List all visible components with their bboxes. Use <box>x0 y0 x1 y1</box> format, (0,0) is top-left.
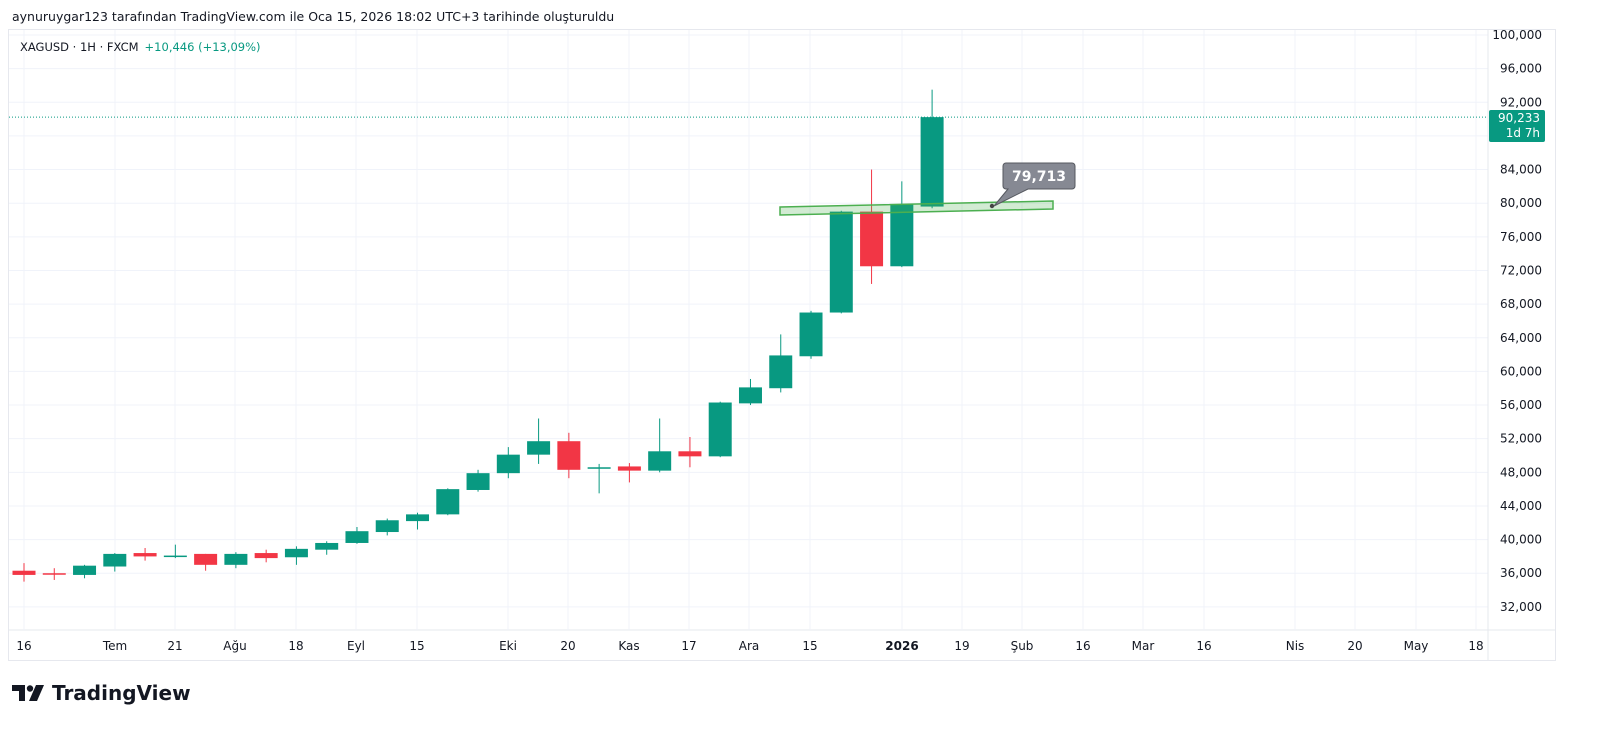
candle-down <box>557 441 581 470</box>
tradingview-logo[interactable]: TradingView <box>12 681 191 705</box>
candle-down <box>860 211 884 267</box>
tradingview-logo-icon <box>12 685 44 701</box>
x-tick-label: 21 <box>167 639 182 653</box>
candle-up <box>496 454 520 474</box>
candle-down <box>42 573 66 575</box>
x-tick-label: Kas <box>618 639 639 653</box>
bar-countdown: 1d 7h <box>1506 126 1540 140</box>
candle-up <box>920 117 944 207</box>
y-tick-label: 64,000 <box>1500 331 1542 345</box>
x-tick-label: Ara <box>739 639 760 653</box>
y-tick-label: 44,000 <box>1500 499 1542 513</box>
x-tick-label: Tem <box>102 639 127 653</box>
candle-up <box>527 441 551 455</box>
x-tick-label: 17 <box>681 639 696 653</box>
x-tick-label: Eki <box>499 639 517 653</box>
x-tick-label: 2026 <box>885 639 918 653</box>
x-tick-label: 16 <box>1075 639 1090 653</box>
candle-up <box>73 565 97 575</box>
last-price-box <box>1489 110 1545 142</box>
x-tick-label: May <box>1404 639 1429 653</box>
y-tick-label: 40,000 <box>1500 533 1542 547</box>
candle-up <box>648 451 672 471</box>
x-tick-label: 20 <box>1347 639 1362 653</box>
candle-up <box>587 467 611 469</box>
y-tick-label: 80,000 <box>1500 196 1542 210</box>
candle-up <box>315 542 339 550</box>
x-tick-label: 15 <box>409 639 424 653</box>
y-tick-label: 92,000 <box>1500 95 1542 109</box>
x-tick-label: Şub <box>1011 639 1034 653</box>
x-tick-label: Ağu <box>223 639 246 653</box>
last-price-value: 90,233 <box>1498 111 1540 125</box>
x-tick-label: 18 <box>288 639 303 653</box>
candle-up <box>829 211 853 313</box>
candle-up <box>769 355 793 389</box>
y-tick-label: 68,000 <box>1500 297 1542 311</box>
x-tick-label: 16 <box>1196 639 1211 653</box>
y-tick-label: 56,000 <box>1500 398 1542 412</box>
candle-down <box>678 451 702 457</box>
candle-up <box>466 473 490 490</box>
y-tick-label: 72,000 <box>1500 263 1542 277</box>
y-tick-label: 36,000 <box>1500 566 1542 580</box>
symbol-legend: XAGUSD · 1H · FXCM +10,446 (+13,09%) <box>20 40 261 54</box>
y-tick-label: 76,000 <box>1500 230 1542 244</box>
candle-up <box>163 555 187 558</box>
x-tick-label: Nis <box>1286 639 1305 653</box>
x-tick-label: Eyl <box>347 639 365 653</box>
candle-up <box>890 204 914 267</box>
candle-down <box>254 553 278 559</box>
y-tick-label: 96,000 <box>1500 62 1542 76</box>
y-tick-label: 60,000 <box>1500 364 1542 378</box>
brand-name: TradingView <box>52 681 191 705</box>
price-callout-label: 79,713 <box>1012 169 1066 185</box>
y-tick-label: 84,000 <box>1500 163 1542 177</box>
candle-up <box>345 531 369 543</box>
y-tick-label: 48,000 <box>1500 465 1542 479</box>
chart-caption: aynuruygar123 tarafından TradingView.com… <box>12 9 615 24</box>
candle-down <box>617 466 641 471</box>
candle-down <box>194 553 218 565</box>
x-tick-label: 20 <box>560 639 575 653</box>
candle-down <box>133 553 157 557</box>
candle-up <box>738 387 762 404</box>
candle-down <box>12 570 36 575</box>
anchor-point <box>989 203 995 209</box>
x-tick-label: 16 <box>16 639 31 653</box>
candle-up <box>103 553 127 567</box>
chart-frame <box>8 29 1556 661</box>
change-label: +10,446 (+13,09%) <box>144 40 261 54</box>
y-tick-label: 52,000 <box>1500 432 1542 446</box>
x-tick-label: 19 <box>954 639 969 653</box>
x-tick-label: 18 <box>1468 639 1483 653</box>
trendline-rectangle[interactable] <box>779 200 1054 216</box>
price-callout <box>993 162 1076 207</box>
y-tick-label: 100,000 <box>1492 28 1542 42</box>
x-tick-label: 15 <box>802 639 817 653</box>
symbol-label[interactable]: XAGUSD · 1H · FXCM <box>20 40 139 54</box>
candle-up <box>708 402 732 457</box>
candle-up <box>799 312 823 357</box>
y-tick-label: 32,000 <box>1500 600 1542 614</box>
x-tick-label: Mar <box>1132 639 1155 653</box>
candle-up <box>406 514 430 522</box>
candle-up <box>284 548 308 558</box>
candle-up <box>375 520 399 533</box>
candle-up <box>224 553 248 565</box>
candle-up <box>436 489 460 515</box>
